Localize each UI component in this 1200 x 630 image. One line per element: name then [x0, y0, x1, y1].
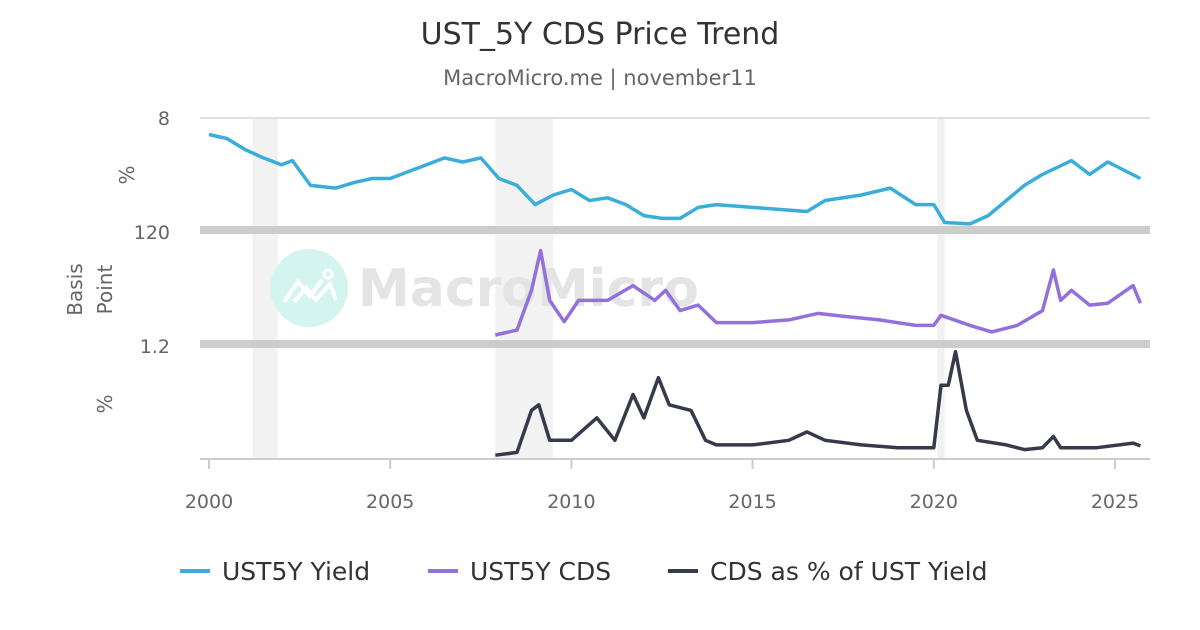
watermark-text: MacroMicro	[358, 259, 699, 319]
x-tick-label: 2005	[366, 491, 414, 513]
y-tick-label: 1.2	[140, 336, 170, 358]
x-tick-label: 2010	[547, 491, 595, 513]
series-line-1	[494, 248, 1143, 337]
x-tick-label: 2020	[910, 491, 958, 513]
y-tick-label: 8	[158, 108, 170, 130]
panel-separator	[200, 226, 1150, 234]
y-tick-label: 120	[134, 222, 170, 244]
x-tick-label: 2025	[1091, 491, 1139, 513]
series-line-2	[495, 349, 1142, 457]
legend-label: UST5Y CDS	[470, 557, 611, 586]
panel-separator	[200, 340, 1150, 348]
legend-item[interactable]: CDS as % of UST Yield	[668, 557, 987, 586]
x-tick-label: 2015	[728, 491, 776, 513]
series-line-0	[208, 132, 1142, 226]
y-axis-label: %	[93, 394, 117, 413]
x-tick-label: 2000	[185, 491, 233, 513]
legend-label: UST5Y Yield	[222, 557, 370, 586]
y-axis-label: Basis Point	[63, 263, 117, 315]
watermark-logo: MacroMicro	[270, 249, 699, 327]
legend-label: CDS as % of UST Yield	[710, 557, 987, 586]
recession-band	[937, 118, 945, 458]
chart-title: UST_5Y CDS Price Trend	[421, 17, 780, 52]
chart-subtitle: MacroMicro.me | november11	[443, 66, 757, 91]
y-axis-label: %	[115, 165, 139, 184]
legend-item[interactable]: UST5Y CDS	[428, 557, 611, 586]
recession-band	[495, 118, 554, 458]
legend-item[interactable]: UST5Y Yield	[180, 557, 370, 586]
